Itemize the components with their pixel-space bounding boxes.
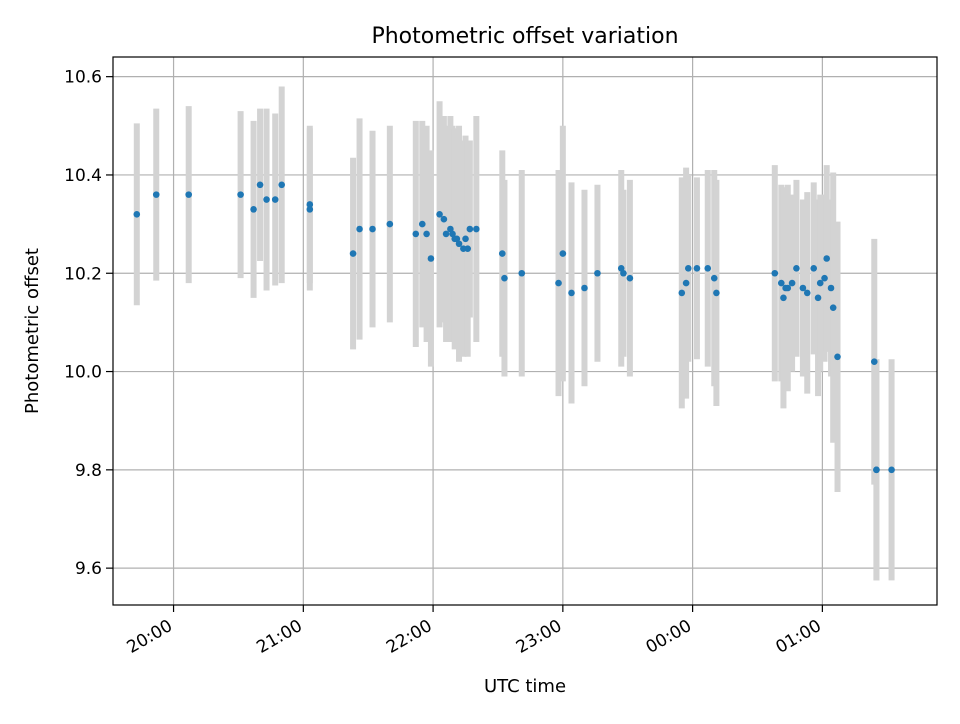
- data-point: [423, 230, 430, 238]
- data-point: [440, 215, 448, 223]
- data-point: [473, 225, 480, 233]
- data-point: [555, 279, 562, 287]
- y-axis-label: Photometric offset: [22, 248, 43, 414]
- y-tick-label: 10.2: [64, 264, 102, 284]
- data-point: [559, 250, 567, 257]
- plot-area-frame: [112, 56, 938, 606]
- data-point: [594, 269, 601, 277]
- data-point: [518, 269, 526, 277]
- data-point: [682, 279, 690, 287]
- chart-title: Photometric offset variation: [371, 24, 678, 49]
- data-point: [152, 191, 160, 198]
- data-point: [793, 265, 800, 272]
- data-point: [710, 274, 718, 282]
- data-point: [678, 289, 686, 297]
- data-point: [814, 294, 822, 302]
- data-point: [620, 269, 627, 277]
- data-point: [626, 274, 634, 282]
- data-point: [427, 255, 435, 262]
- data-point: [349, 250, 357, 257]
- data-point: [256, 181, 264, 189]
- data-point: [684, 265, 692, 272]
- data-point: [237, 191, 244, 198]
- data-point: [455, 240, 463, 248]
- data-point: [386, 220, 394, 228]
- data-point: [888, 466, 895, 474]
- data-point: [810, 265, 818, 272]
- data-point: [271, 196, 279, 203]
- data-point: [827, 284, 835, 292]
- y-axis-ticks: 9.6 9.8 10.0 10.2 10.4 10.6: [64, 68, 113, 579]
- data-point: [453, 235, 461, 243]
- y-tick-label: 10.0: [64, 363, 102, 383]
- data-point: [185, 191, 192, 198]
- data-point: [462, 235, 469, 243]
- data-point: [784, 284, 792, 292]
- data-point: [581, 284, 588, 292]
- data-point: [799, 284, 807, 292]
- data-point: [464, 245, 471, 252]
- data-point: [803, 289, 811, 297]
- data-point: [780, 294, 787, 302]
- data-point: [466, 225, 474, 233]
- data-point: [436, 210, 443, 218]
- data-point: [873, 466, 880, 474]
- y-tick-label: 10.4: [64, 166, 102, 186]
- data-point: [788, 279, 796, 287]
- data-point: [306, 206, 314, 213]
- data-point: [263, 196, 270, 203]
- data-point: [816, 279, 824, 287]
- data-point: [771, 269, 779, 277]
- data-point: [369, 225, 376, 233]
- data-point: [821, 274, 828, 282]
- data-point: [449, 230, 456, 238]
- data-point: [777, 279, 785, 287]
- data-point: [133, 210, 141, 218]
- data-point: [278, 181, 285, 189]
- data-point: [713, 289, 720, 297]
- data-point: [829, 304, 837, 311]
- data-point: [306, 201, 314, 208]
- data-point: [356, 225, 363, 233]
- data-point: [823, 255, 831, 262]
- data-point: [693, 265, 701, 272]
- data-point: [442, 230, 450, 238]
- data-point: [617, 265, 625, 272]
- y-tick-label: 9.8: [75, 461, 102, 481]
- y-tick-label: 10.6: [64, 68, 102, 88]
- data-point: [447, 225, 454, 233]
- data-points: [133, 181, 895, 474]
- data-point: [704, 265, 712, 272]
- data-point: [834, 353, 841, 361]
- data-point: [498, 250, 506, 257]
- data-point: [870, 358, 878, 366]
- x-axis-label: UTC time: [484, 676, 566, 697]
- data-point: [250, 206, 257, 213]
- data-point: [568, 289, 575, 297]
- data-point: [418, 220, 426, 228]
- data-point: [501, 274, 508, 282]
- y-tick-label: 9.6: [75, 559, 102, 579]
- data-point: [412, 230, 420, 238]
